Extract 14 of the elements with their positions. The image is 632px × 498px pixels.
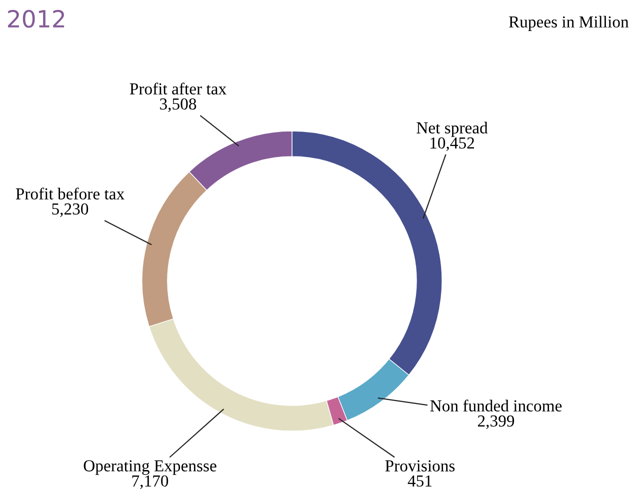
data-label: 451 [408, 475, 432, 487]
data-label: 3,508 [160, 98, 196, 112]
data-label: 2,399 [478, 415, 514, 430]
data-label: 5,230 [52, 203, 88, 218]
text: Rupees in Million [508, 16, 629, 31]
slice-label: Provisions [385, 460, 455, 472]
slice-label: Net spread [416, 122, 488, 137]
chart-title: 2012 [8, 10, 64, 28]
slice-label: Profit before tax [16, 188, 124, 200]
slice-label: Operating Expensse [84, 460, 216, 475]
slice-label: Non funded income [430, 400, 562, 412]
slice-label: Profit after tax [130, 82, 226, 94]
data-label: 10,452 [430, 137, 474, 152]
data-label: 7,170 [132, 475, 168, 490]
